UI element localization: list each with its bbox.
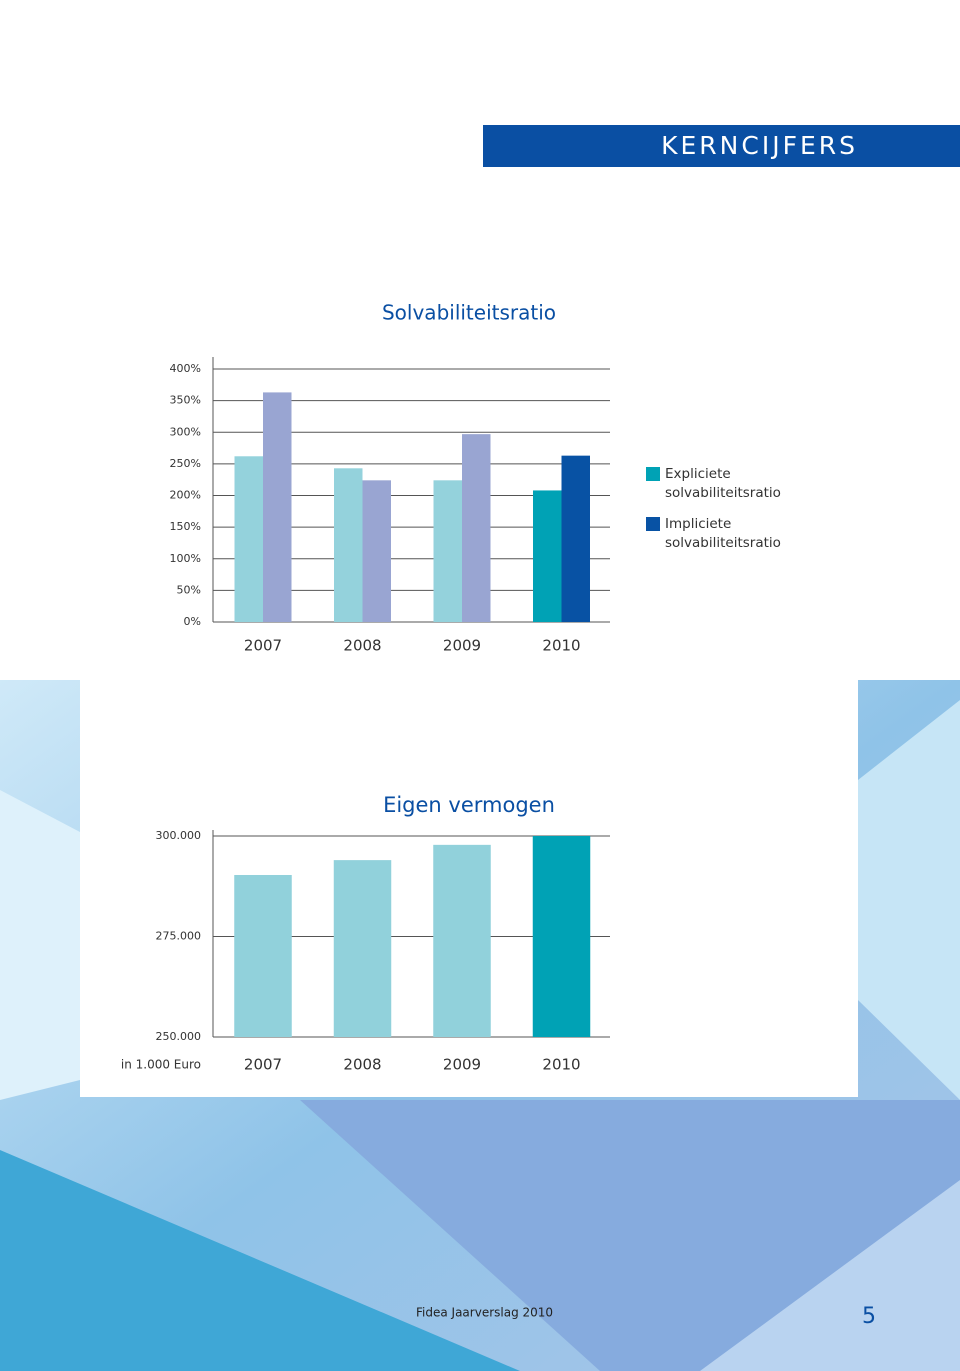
legend-line: solvabiliteitsratio	[665, 485, 781, 501]
y-tick-label: 350%	[170, 394, 201, 407]
x-tick-label: 2007	[244, 1056, 282, 1074]
legend-label: Expliciete solvabiliteitsratio	[665, 466, 781, 501]
legend-swatch	[646, 517, 660, 531]
x-tick-label: 2010	[542, 637, 580, 655]
y-tick-label: 300.000	[156, 829, 202, 842]
y-tick-label: 275.000	[156, 930, 202, 943]
footer-text: Fidea Jaarverslag 2010	[416, 1306, 553, 1320]
legend-line: solvabiliteitsratio	[665, 535, 781, 551]
x-tick-label: 2009	[443, 1056, 481, 1074]
header-title: KERNCIJFERS	[661, 131, 858, 160]
chart-title: Solvabiliteitsratio	[382, 301, 556, 325]
y-tick-label: 50%	[177, 583, 201, 596]
x-tick-label: 2008	[343, 1056, 381, 1074]
bar	[234, 456, 263, 622]
bar	[561, 455, 590, 622]
y-tick-label: 400%	[170, 362, 201, 375]
legend-swatch	[646, 467, 660, 481]
legend-line: Expliciete	[665, 466, 731, 482]
y-tick-label: 200%	[170, 489, 201, 502]
bar	[362, 480, 391, 622]
legend-line: Impliciete	[665, 516, 731, 532]
x-tick-label: 2007	[244, 637, 282, 655]
x-tick-label: 2008	[343, 637, 381, 655]
page-number: 5	[862, 1304, 876, 1329]
y-tick-label: 250.000	[156, 1030, 202, 1043]
bar	[532, 836, 591, 1037]
y-tick-label: 300%	[170, 425, 201, 438]
x-tick-label: 2010	[542, 1056, 580, 1074]
bar	[334, 468, 363, 622]
bg-shape	[858, 700, 960, 1100]
unit-label: in 1.000 Euro	[121, 1058, 201, 1072]
y-tick-label: 0%	[184, 615, 201, 628]
y-tick-label: 150%	[170, 520, 201, 533]
bg-shape	[0, 1150, 520, 1371]
bar	[533, 490, 562, 622]
bar	[433, 480, 462, 622]
bar	[433, 844, 491, 1037]
chart-title: Eigen vermogen	[383, 793, 555, 817]
bar	[234, 874, 292, 1037]
bar	[263, 392, 292, 622]
x-tick-label: 2009	[443, 637, 481, 655]
y-tick-label: 100%	[170, 552, 201, 565]
header-bar	[483, 125, 960, 167]
bar	[462, 434, 491, 622]
y-tick-label: 250%	[170, 457, 201, 470]
legend-label: Impliciete solvabiliteitsratio	[665, 516, 781, 551]
bg-shape	[700, 1180, 960, 1371]
bar	[333, 860, 392, 1037]
